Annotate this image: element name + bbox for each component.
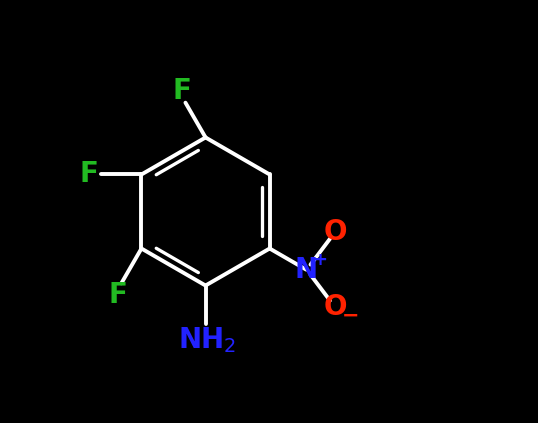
Text: O: O: [323, 218, 347, 247]
Text: F: F: [109, 281, 128, 309]
Text: F: F: [80, 160, 99, 189]
Text: +: +: [313, 251, 327, 269]
Text: N: N: [295, 255, 318, 284]
Text: −: −: [342, 305, 359, 325]
Text: O: O: [323, 293, 347, 321]
Text: NH$_2$: NH$_2$: [179, 325, 237, 354]
Text: F: F: [173, 77, 192, 105]
